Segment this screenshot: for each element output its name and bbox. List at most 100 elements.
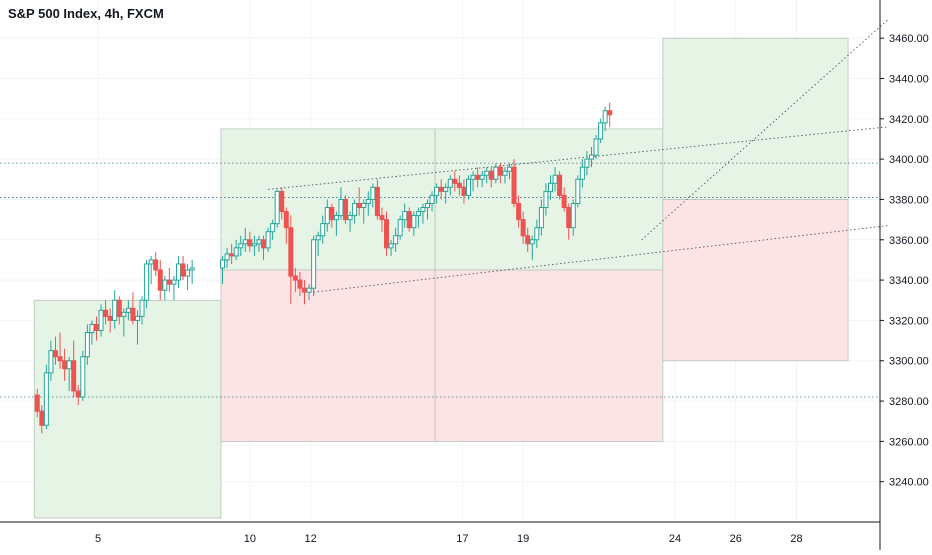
y-tick-label: 3300.00	[889, 356, 929, 368]
x-tick-label: 17	[456, 533, 468, 545]
candle-body	[98, 309, 104, 332]
candle-body	[48, 350, 54, 374]
candle-body	[157, 269, 163, 291]
y-tick-label: 3360.00	[889, 235, 929, 247]
candle-body	[139, 299, 145, 317]
candle-body	[247, 239, 253, 247]
candle-body	[434, 186, 440, 196]
candle-body	[302, 287, 308, 293]
candle-body	[361, 202, 367, 209]
candle-body	[415, 211, 421, 217]
candle-body	[80, 356, 86, 398]
candle-body	[71, 360, 77, 392]
candle-body	[329, 207, 335, 221]
candle-body	[388, 243, 394, 249]
candle-body	[175, 263, 181, 281]
candle-body	[251, 243, 257, 247]
trendline	[641, 19, 888, 241]
green-zone	[662, 37, 849, 200]
candle-body	[374, 186, 380, 217]
candle-body	[520, 219, 526, 237]
candle-body	[292, 275, 298, 281]
candle-body	[43, 372, 49, 426]
candle-body	[324, 207, 330, 225]
candle-body	[488, 170, 494, 180]
candle-body	[470, 174, 476, 180]
candle-body	[447, 178, 453, 188]
candle-body	[525, 235, 531, 245]
candle-body	[579, 166, 585, 180]
candle-body	[238, 243, 244, 249]
candle-body	[338, 198, 344, 217]
y-tick-label: 3400.00	[889, 154, 929, 166]
candle-body	[465, 178, 471, 196]
candle-body	[39, 410, 45, 426]
candle-body	[274, 190, 280, 225]
candle-body	[598, 122, 604, 140]
y-tick-label: 3340.00	[889, 275, 929, 287]
candle-body	[484, 170, 490, 176]
y-tick-label: 3420.00	[889, 114, 929, 126]
candle-body	[538, 207, 544, 229]
red-zone	[220, 269, 436, 442]
candle-body	[125, 307, 131, 313]
y-tick-label: 3320.00	[889, 315, 929, 327]
candle-body	[261, 239, 267, 249]
candle-body	[130, 307, 136, 321]
candle-body	[229, 253, 235, 257]
candle-body	[166, 279, 172, 285]
candle-body	[397, 219, 403, 237]
candle-body	[185, 269, 191, 277]
candle-body	[265, 231, 271, 249]
candle-body	[134, 315, 140, 321]
candle-body	[66, 360, 72, 370]
candle-body	[148, 259, 154, 265]
green-zone	[33, 299, 222, 519]
candle-body	[607, 110, 613, 116]
candle-body	[34, 394, 40, 412]
candle-body	[602, 110, 608, 124]
candle-body	[279, 190, 285, 213]
candle-body	[479, 174, 485, 180]
candle-body	[443, 186, 449, 192]
candle-body	[75, 390, 81, 398]
candle-body	[593, 138, 599, 156]
x-tick-label: 12	[304, 533, 316, 545]
candle-body	[543, 190, 549, 209]
candle-body	[379, 215, 385, 221]
candle-body	[570, 202, 576, 229]
candle-body	[588, 154, 594, 160]
candle-body	[511, 166, 517, 204]
candle-body	[242, 239, 248, 245]
candle-body	[406, 211, 412, 229]
candle-body	[153, 259, 159, 271]
candle-body	[529, 239, 535, 245]
candle-body	[356, 202, 362, 209]
y-tick-label: 3240.00	[889, 477, 929, 489]
candle-body	[429, 194, 435, 204]
candle-body	[493, 166, 499, 180]
candle-body	[311, 239, 317, 289]
trendline	[313, 225, 888, 293]
candle-body	[384, 219, 389, 249]
candle-body	[461, 186, 467, 196]
candle-body	[575, 178, 581, 204]
red-zone	[662, 199, 849, 362]
candle-body	[584, 158, 590, 168]
candle-body	[438, 186, 444, 192]
candle-body	[561, 194, 567, 209]
candle-body	[306, 287, 312, 293]
candle-body	[411, 215, 417, 229]
candle-body	[283, 211, 289, 229]
chart-title: S&P 500 Index, 4h, FXCM	[8, 6, 164, 21]
candle-body	[552, 174, 558, 184]
candle-body	[320, 223, 326, 237]
candle-body	[315, 235, 321, 241]
x-tick-label: 24	[669, 533, 681, 545]
candle-body	[189, 267, 195, 271]
candle-body	[393, 235, 399, 245]
candle-body	[107, 315, 113, 321]
candle-body	[333, 215, 339, 221]
